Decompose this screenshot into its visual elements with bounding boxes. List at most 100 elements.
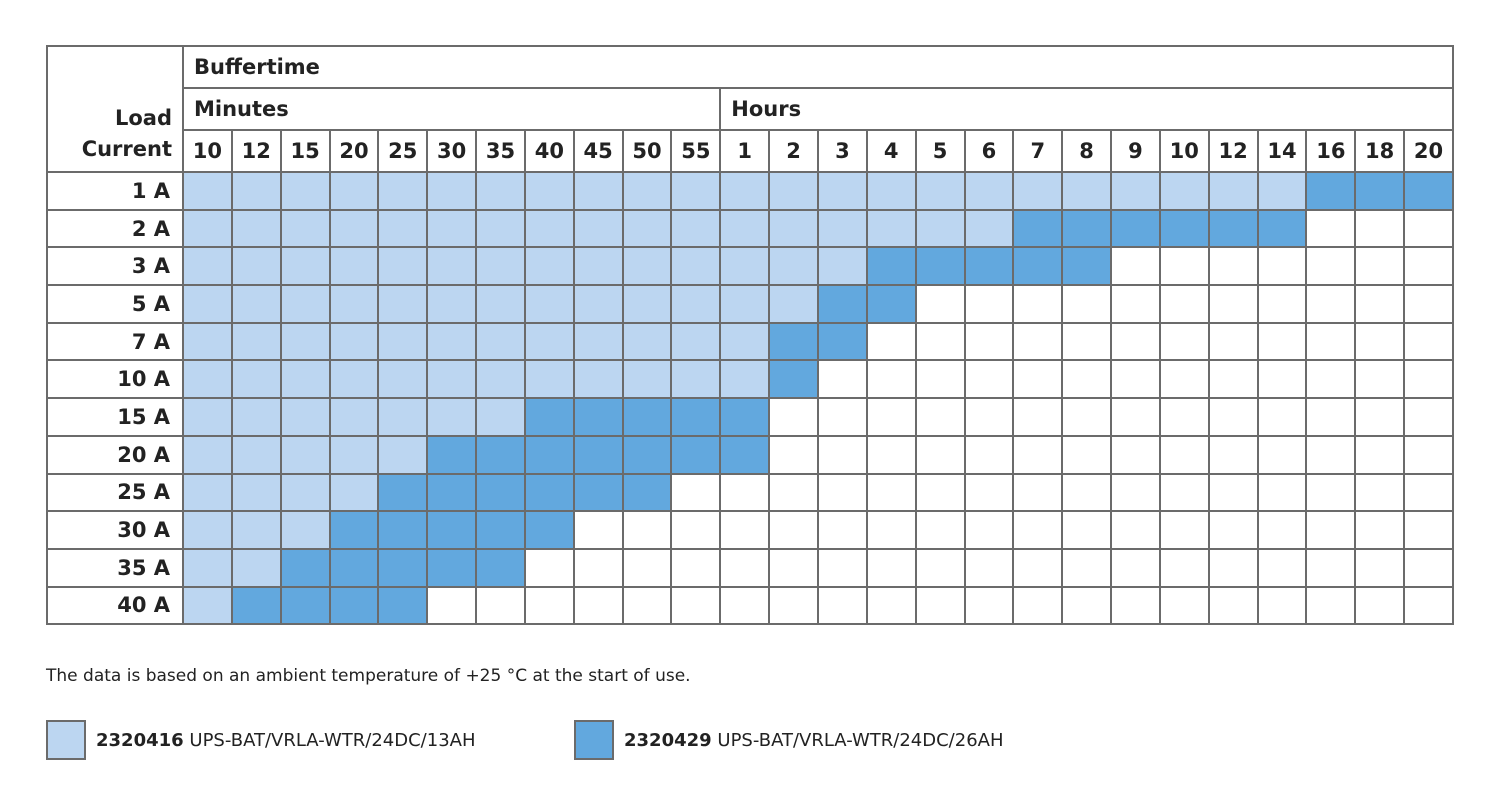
cell bbox=[816, 246, 868, 287]
cell bbox=[328, 171, 380, 211]
cell bbox=[230, 472, 282, 513]
cell bbox=[279, 359, 331, 400]
cell bbox=[1061, 284, 1113, 324]
cell bbox=[328, 510, 380, 550]
cell bbox=[865, 246, 917, 287]
cell bbox=[426, 246, 478, 287]
row-label: 15 A bbox=[46, 397, 184, 437]
cell bbox=[1354, 585, 1406, 626]
cell bbox=[1256, 434, 1308, 475]
cell bbox=[768, 397, 819, 437]
column-header: 55 bbox=[670, 129, 722, 173]
unit-header: Hours bbox=[719, 87, 1454, 131]
cell bbox=[328, 547, 380, 588]
cell bbox=[1207, 397, 1259, 437]
cell bbox=[865, 359, 917, 400]
column-header: 12 bbox=[1207, 129, 1259, 173]
legend-name: UPS-BAT/VRLA-WTR/24DC/26AH bbox=[717, 729, 1004, 751]
cell bbox=[963, 359, 1015, 400]
column-header: 15 bbox=[279, 129, 331, 173]
cell bbox=[768, 208, 819, 249]
header-row: Load Current Buffertime bbox=[46, 45, 1454, 173]
cell bbox=[475, 359, 526, 400]
cell bbox=[1305, 397, 1357, 437]
cell bbox=[768, 510, 819, 550]
cell bbox=[572, 472, 624, 513]
cell bbox=[1012, 397, 1064, 437]
cell bbox=[377, 321, 429, 362]
cell bbox=[572, 208, 624, 249]
cell bbox=[1012, 547, 1064, 588]
cell bbox=[963, 510, 1015, 550]
cell bbox=[1061, 171, 1113, 211]
cell bbox=[1207, 284, 1259, 324]
cell bbox=[523, 434, 575, 475]
cell bbox=[230, 397, 282, 437]
cell bbox=[768, 321, 819, 362]
cell bbox=[1305, 472, 1357, 513]
column-header: 1 bbox=[719, 129, 771, 173]
cell bbox=[182, 321, 233, 362]
group-header: Buffertime bbox=[182, 45, 1454, 89]
cell bbox=[914, 359, 966, 400]
cell bbox=[1207, 321, 1259, 362]
cell bbox=[475, 510, 526, 550]
cell bbox=[914, 472, 966, 513]
cell bbox=[1012, 321, 1064, 362]
row-label: 30 A bbox=[46, 510, 184, 550]
cell bbox=[475, 246, 526, 287]
row-label: 10 A bbox=[46, 359, 184, 400]
cell bbox=[1256, 208, 1308, 249]
cell bbox=[670, 547, 722, 588]
cell bbox=[523, 397, 575, 437]
data-row: 20 A bbox=[46, 434, 1454, 475]
cell bbox=[328, 472, 380, 513]
cell bbox=[377, 585, 429, 626]
cell bbox=[523, 208, 575, 249]
cell bbox=[865, 585, 917, 626]
legend-swatch bbox=[46, 720, 86, 760]
cell bbox=[914, 246, 966, 287]
cell bbox=[572, 585, 624, 626]
cell bbox=[1207, 472, 1259, 513]
cell bbox=[670, 434, 722, 475]
cell bbox=[719, 510, 771, 550]
data-row: 35 A bbox=[46, 547, 1454, 588]
cell bbox=[670, 359, 722, 400]
cell bbox=[914, 321, 966, 362]
column-header: 6 bbox=[963, 129, 1015, 173]
cell bbox=[1158, 284, 1210, 324]
legend-item: 2320416 UPS-BAT/VRLA-WTR/24DC/13AH bbox=[46, 720, 476, 760]
cell bbox=[1256, 510, 1308, 550]
cell bbox=[1256, 472, 1308, 513]
cell bbox=[1354, 171, 1406, 211]
row-label: 3 A bbox=[46, 246, 184, 287]
cell bbox=[1158, 246, 1210, 287]
cell bbox=[1061, 208, 1113, 249]
cell bbox=[865, 171, 917, 211]
cell bbox=[816, 510, 868, 550]
cell bbox=[1403, 397, 1454, 437]
cell bbox=[1403, 284, 1454, 324]
cell bbox=[1110, 246, 1161, 287]
data-row: 15 A bbox=[46, 397, 1454, 437]
cell bbox=[279, 585, 331, 626]
cell bbox=[816, 434, 868, 475]
cell bbox=[475, 284, 526, 324]
cell bbox=[426, 397, 478, 437]
cell bbox=[816, 472, 868, 513]
cell bbox=[230, 510, 282, 550]
cell bbox=[426, 510, 478, 550]
cell bbox=[572, 171, 624, 211]
cell bbox=[279, 246, 331, 287]
cell bbox=[1354, 321, 1406, 362]
cell bbox=[1012, 171, 1064, 211]
cell bbox=[1207, 434, 1259, 475]
cell bbox=[1354, 510, 1406, 550]
cell bbox=[328, 434, 380, 475]
cell bbox=[719, 434, 771, 475]
header-row: Minutes Hours bbox=[47, 87, 1454, 131]
column-header: 20 bbox=[328, 129, 380, 173]
cell bbox=[475, 434, 526, 475]
cell bbox=[1110, 321, 1161, 362]
